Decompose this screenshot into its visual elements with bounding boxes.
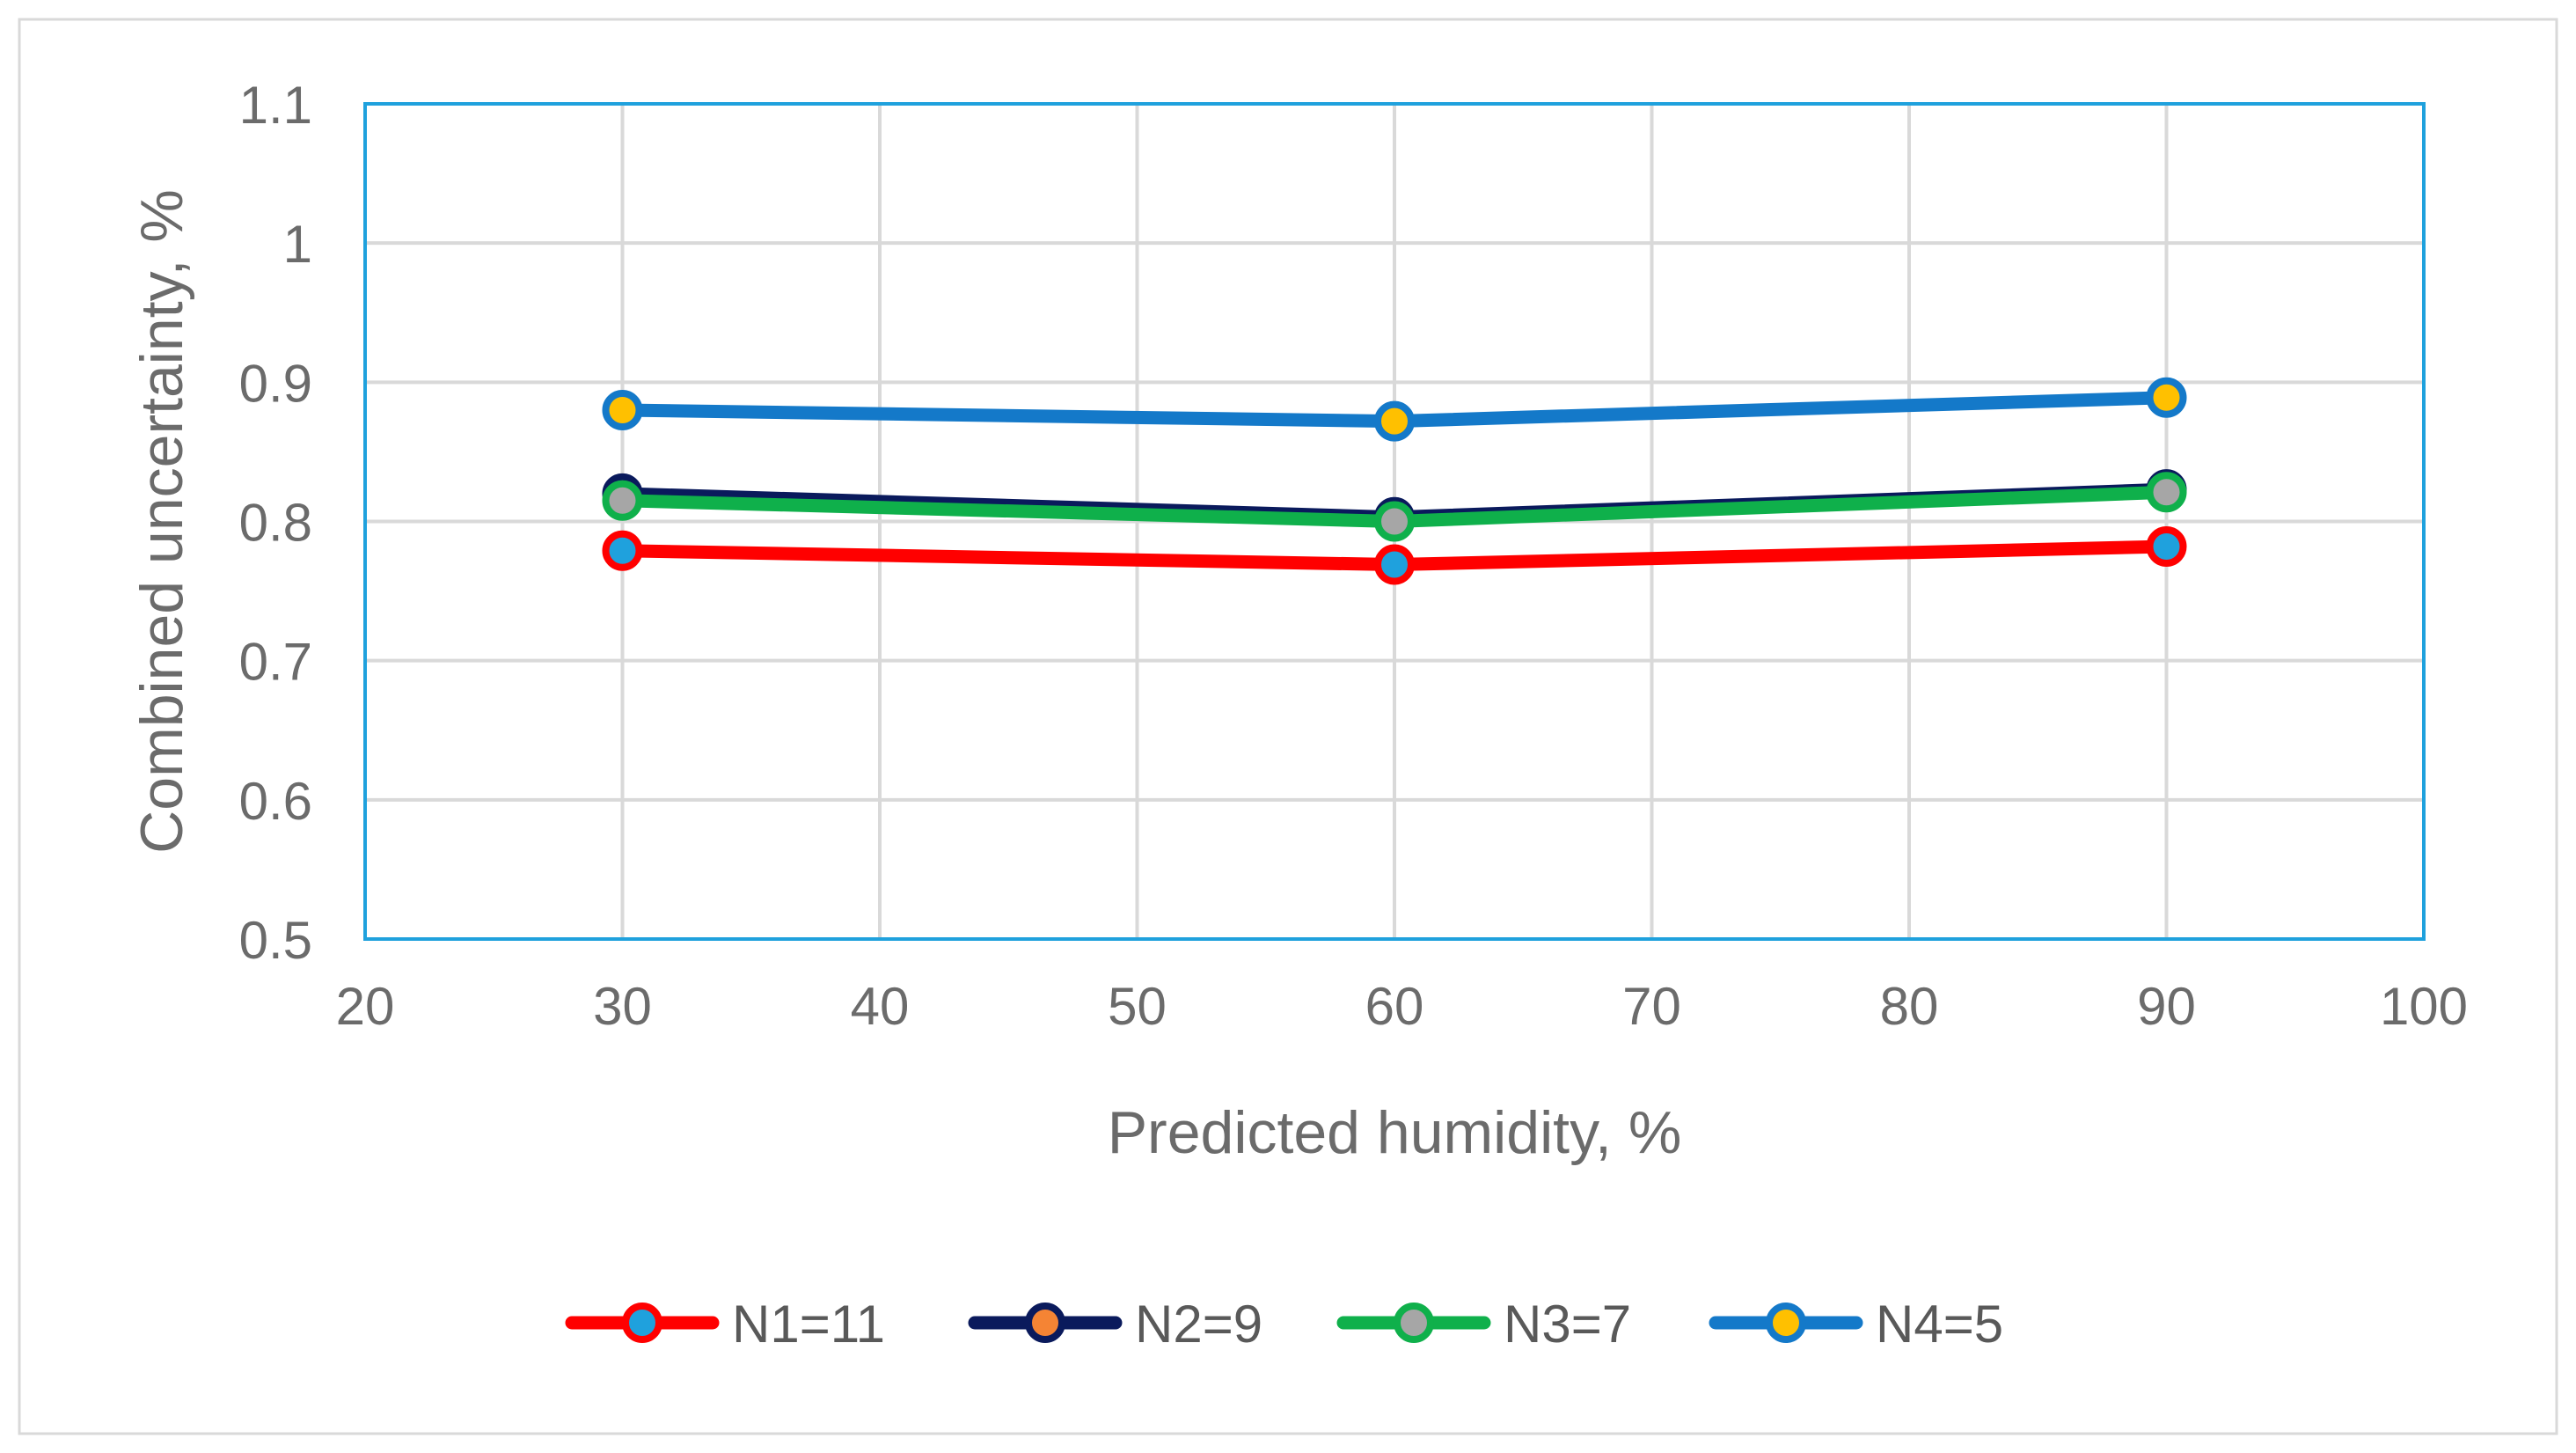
y-tick-label: 1	[283, 215, 312, 274]
y-axis-label: Combined uncertainty, %	[128, 189, 195, 854]
x-tick-label: 80	[1880, 977, 1939, 1036]
x-tick-label: 100	[2380, 977, 2468, 1036]
data-point	[602, 530, 643, 571]
series-group	[602, 377, 2187, 585]
x-tick-label: 50	[1108, 977, 1167, 1036]
legend-swatch-marker	[1025, 1303, 1065, 1343]
legend: N1=11 N2=9 N3=7 N4=5	[565, 1295, 2003, 1354]
y-tick-label: 0.8	[239, 494, 312, 553]
y-tick-label: 0.6	[239, 772, 312, 831]
x-tick-label: 20	[336, 977, 395, 1036]
legend-swatch-marker	[1394, 1303, 1434, 1343]
plot-area-border	[363, 102, 2426, 941]
legend-swatch-marker	[1766, 1303, 1806, 1343]
x-axis-ticks: 20 30 40 50 60 70 80 90 100	[336, 977, 2468, 1036]
x-axis-label: Predicted humidity, %	[1108, 1099, 1682, 1166]
x-tick-label: 40	[851, 977, 910, 1036]
data-point	[1374, 501, 1415, 542]
legend-item: N4=5	[1709, 1295, 2003, 1354]
legend-item: N2=9	[968, 1295, 1262, 1354]
data-point	[602, 389, 643, 430]
data-point	[2146, 377, 2187, 418]
data-point	[1374, 400, 1415, 442]
y-axis-ticks: 0.5 0.6 0.7 0.8 0.9 1 1.1	[239, 76, 312, 970]
data-point	[1374, 544, 1415, 585]
x-tick-label: 70	[1622, 977, 1681, 1036]
legend-item: N1=11	[565, 1295, 885, 1354]
legend-label: N3=7	[1504, 1295, 1631, 1354]
series-1	[602, 525, 2187, 585]
legend-label: N2=9	[1135, 1295, 1262, 1354]
x-tick-label: 90	[2137, 977, 2196, 1036]
series-3	[602, 472, 2187, 542]
chart-outer-border	[18, 18, 2558, 1435]
legend-swatch-marker	[622, 1303, 662, 1343]
x-tick-label: 60	[1365, 977, 1424, 1036]
y-tick-label: 0.9	[239, 354, 312, 413]
data-point	[2146, 472, 2187, 513]
y-tick-label: 0.7	[239, 633, 312, 692]
series-4	[602, 377, 2187, 442]
y-tick-label: 0.5	[239, 911, 312, 970]
data-point	[2146, 525, 2187, 567]
legend-label: N1=11	[732, 1295, 885, 1354]
y-tick-label: 1.1	[239, 76, 312, 135]
x-tick-label: 30	[593, 977, 652, 1036]
legend-item: N3=7	[1336, 1295, 1631, 1354]
data-point	[602, 480, 643, 521]
legend-label: N4=5	[1876, 1295, 2003, 1354]
